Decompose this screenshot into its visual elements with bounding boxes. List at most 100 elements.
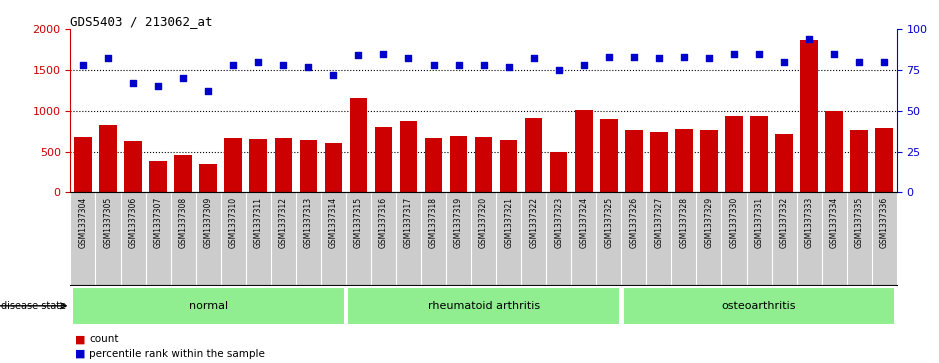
Bar — [400, 121, 417, 192]
Point — [652, 56, 667, 61]
Bar — [149, 161, 167, 192]
Bar — [325, 143, 342, 192]
Bar — [124, 141, 142, 192]
Text: GSM1337327: GSM1337327 — [654, 197, 663, 248]
Text: GSM1337318: GSM1337318 — [429, 197, 438, 248]
Text: GSM1337321: GSM1337321 — [504, 197, 513, 248]
Text: GSM1337312: GSM1337312 — [279, 197, 287, 248]
Bar — [74, 137, 92, 192]
Point — [777, 59, 792, 65]
Bar — [349, 98, 367, 192]
Text: GSM1337307: GSM1337307 — [154, 197, 162, 248]
Point — [300, 64, 316, 70]
Point — [426, 62, 441, 68]
Text: ■: ■ — [75, 334, 85, 344]
Text: GSM1337326: GSM1337326 — [629, 197, 639, 248]
Point — [626, 54, 641, 60]
Bar — [300, 140, 317, 192]
Point — [176, 75, 191, 81]
Text: disease state: disease state — [1, 301, 66, 311]
Text: GSM1337317: GSM1337317 — [404, 197, 413, 248]
Bar — [224, 138, 242, 192]
Text: rheumatoid arthritis: rheumatoid arthritis — [427, 301, 540, 311]
Text: GSM1337315: GSM1337315 — [354, 197, 362, 248]
Bar — [175, 155, 192, 192]
Bar — [851, 130, 868, 192]
Bar — [550, 152, 567, 192]
Bar — [250, 139, 267, 192]
Bar — [450, 136, 468, 192]
Text: GDS5403 / 213062_at: GDS5403 / 213062_at — [70, 15, 213, 28]
Point — [701, 56, 716, 61]
Point — [126, 80, 141, 86]
Point — [376, 51, 391, 57]
Bar — [500, 140, 517, 192]
Text: GSM1337336: GSM1337336 — [880, 197, 888, 248]
Text: GSM1337329: GSM1337329 — [704, 197, 714, 248]
Text: GSM1337322: GSM1337322 — [530, 197, 538, 248]
Text: GSM1337333: GSM1337333 — [805, 197, 813, 248]
Text: GSM1337334: GSM1337334 — [830, 197, 839, 248]
Bar — [776, 134, 793, 192]
Text: GSM1337304: GSM1337304 — [79, 197, 87, 248]
Point — [476, 62, 491, 68]
Bar — [623, 287, 896, 325]
Bar — [725, 117, 743, 192]
Point — [802, 36, 817, 42]
Point — [150, 83, 165, 89]
Text: GSM1337335: GSM1337335 — [854, 197, 864, 248]
Text: count: count — [89, 334, 118, 344]
Point — [601, 54, 616, 60]
Text: GSM1337314: GSM1337314 — [329, 197, 338, 248]
Text: GSM1337331: GSM1337331 — [755, 197, 763, 248]
Point — [251, 59, 266, 65]
Text: GSM1337305: GSM1337305 — [103, 197, 113, 248]
Point — [326, 72, 341, 78]
Bar — [600, 119, 618, 192]
Bar — [875, 128, 893, 192]
Point — [676, 54, 691, 60]
Bar — [650, 132, 668, 192]
Point — [826, 51, 841, 57]
Bar — [199, 164, 217, 192]
Text: GSM1337320: GSM1337320 — [479, 197, 488, 248]
Point — [451, 62, 466, 68]
Text: GSM1337313: GSM1337313 — [304, 197, 313, 248]
Bar — [424, 138, 442, 192]
Point — [577, 62, 592, 68]
Bar — [475, 137, 492, 192]
Point — [751, 51, 766, 57]
Text: GSM1337311: GSM1337311 — [254, 197, 263, 248]
Text: GSM1337325: GSM1337325 — [605, 197, 613, 248]
Text: GSM1337330: GSM1337330 — [730, 197, 738, 248]
Text: GSM1337319: GSM1337319 — [454, 197, 463, 248]
Bar — [274, 138, 292, 192]
Text: GSM1337316: GSM1337316 — [379, 197, 388, 248]
Point — [225, 62, 240, 68]
Bar — [100, 126, 116, 192]
Text: GSM1337328: GSM1337328 — [680, 197, 688, 248]
Text: ■: ■ — [75, 349, 85, 359]
Text: GSM1337306: GSM1337306 — [129, 197, 137, 248]
Point — [75, 62, 90, 68]
Text: GSM1337308: GSM1337308 — [178, 197, 188, 248]
Bar — [625, 130, 642, 192]
Point — [852, 59, 867, 65]
Bar — [825, 111, 843, 192]
Point — [877, 59, 892, 65]
Text: GSM1337309: GSM1337309 — [204, 197, 212, 248]
Bar — [700, 130, 717, 192]
Point — [351, 52, 366, 58]
Point — [100, 56, 115, 61]
Point — [401, 56, 416, 61]
Bar — [750, 117, 768, 192]
Text: percentile rank within the sample: percentile rank within the sample — [89, 349, 265, 359]
Point — [201, 88, 216, 94]
Bar — [71, 287, 345, 325]
Bar — [675, 129, 693, 192]
Bar — [525, 118, 543, 192]
Point — [501, 64, 516, 70]
Point — [727, 51, 742, 57]
Point — [276, 62, 291, 68]
Bar — [347, 287, 620, 325]
